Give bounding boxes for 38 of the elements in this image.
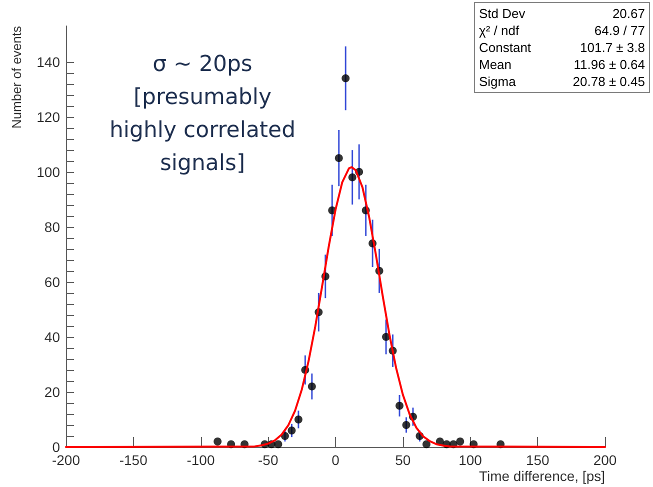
y-tick-label: 120 [36,108,60,125]
x-tick-label: -200 [52,452,80,468]
y-tick-label: 40 [44,328,60,345]
x-tick-label: 0 [332,452,340,468]
point [396,402,404,410]
point [382,332,390,341]
x-tick-label: 200 [593,452,617,468]
text: Sigma 20.78 ± 0.45 [479,74,645,89]
y-tick-label: 140 [36,54,60,70]
x-tick-label: -50 [258,452,278,468]
point [342,74,350,82]
point [402,420,410,429]
x-tick-label: 50 [395,452,411,468]
point [294,415,302,424]
y-tick-label: 60 [44,274,60,290]
point [308,382,316,390]
point [214,438,222,446]
x-axis-title: Time difference, [ps] [478,468,605,484]
point [348,173,356,182]
annotation: σ ~ 20ps [presumably highly correlated signals] [108,51,297,178]
point [288,426,296,434]
x-tick-label: -100 [186,452,215,468]
point [422,440,430,448]
x-tick-label: -150 [119,452,148,468]
point [456,438,464,446]
y-tick-label: 0 [52,439,60,455]
x-tick-label: 100 [458,452,482,468]
text: χ² / ndf 64.9 / 77 [479,23,645,38]
y-tick-label: 80 [44,218,60,235]
text: Constant 101.7 ± 3.8 [479,40,645,55]
point [334,154,343,162]
text: Std Dev 20.67 [479,6,645,21]
x-tick-label: 150 [526,452,550,468]
y-tick-label: 20 [44,384,60,400]
text: Mean 11.96 ± 0.64 [479,57,645,72]
point [274,440,282,448]
y-tick-label: 100 [36,164,60,180]
y-axis-title: Number of events [9,26,24,129]
